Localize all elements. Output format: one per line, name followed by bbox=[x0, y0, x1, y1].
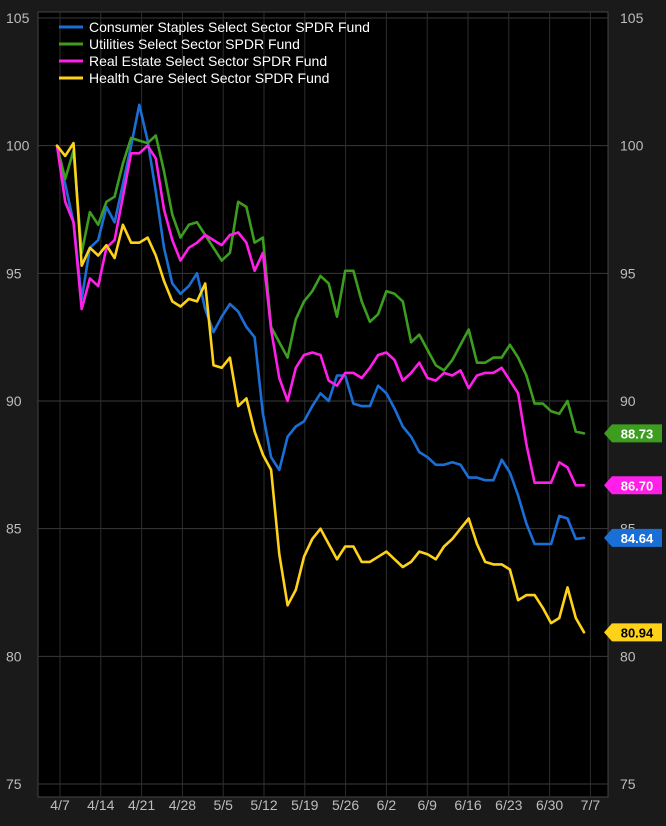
y-tick-label-right: 75 bbox=[620, 776, 636, 792]
last-value-label: 86.70 bbox=[621, 478, 654, 493]
last-value-tag-shape bbox=[604, 623, 662, 642]
x-tick-label: 4/21 bbox=[128, 797, 155, 813]
y-tick-label-left: 80 bbox=[6, 648, 22, 664]
y-tick-label-right: 100 bbox=[620, 138, 644, 154]
last-value-tag-shape bbox=[604, 528, 662, 547]
series-lines bbox=[55, 103, 586, 634]
x-tick-label: 5/12 bbox=[250, 797, 277, 813]
y-tick-label-left: 85 bbox=[6, 521, 22, 537]
series-line-4 bbox=[55, 141, 586, 634]
y-tick-label-left: 75 bbox=[6, 776, 22, 792]
x-tick-label: 4/28 bbox=[169, 797, 196, 813]
x-tick-label: 6/30 bbox=[536, 797, 563, 813]
last-value-tag-shape bbox=[604, 424, 662, 443]
x-tick-label: 7/7 bbox=[581, 797, 601, 813]
last-value-labels: 84.64 88.73 86.70 80.94 bbox=[604, 424, 662, 642]
y-tick-label-right: 80 bbox=[620, 648, 636, 664]
last-value-label: 88.73 bbox=[621, 426, 654, 441]
x-tick-label: 5/5 bbox=[213, 797, 233, 813]
legend: Consumer Staples Select Sector SPDR Fund… bbox=[59, 19, 370, 86]
y-tick-label-left: 90 bbox=[6, 393, 22, 409]
last-value-label: 84.64 bbox=[621, 531, 654, 546]
last-value-tag: 86.70 bbox=[604, 476, 662, 495]
legend-entry: Real Estate Select Sector SPDR Fund bbox=[89, 53, 327, 69]
x-tick-label: 6/2 bbox=[377, 797, 397, 813]
x-tick-label: 6/23 bbox=[495, 797, 522, 813]
series-line-2 bbox=[55, 134, 586, 435]
legend-entry: Utilities Select Sector SPDR Fund bbox=[89, 36, 300, 52]
legend-entry: Consumer Staples Select Sector SPDR Fund bbox=[89, 19, 370, 35]
y-tick-label-left: 105 bbox=[6, 10, 30, 26]
y-tick-label-right: 105 bbox=[620, 10, 644, 26]
last-value-tag: 84.64 bbox=[604, 528, 662, 547]
y-tick-label-right: 90 bbox=[620, 393, 636, 409]
last-value-label: 80.94 bbox=[621, 625, 654, 640]
x-tick-label: 5/19 bbox=[291, 797, 318, 813]
legend-entry: Health Care Select Sector SPDR Fund bbox=[89, 70, 329, 86]
x-axis: 4/7 4/14 4/21 4/28 5/5 5/12 5/19 5/26 6/2 6/9 6/16… bbox=[50, 797, 600, 813]
y-tick-label-right: 95 bbox=[620, 265, 636, 281]
last-value-tag: 80.94 bbox=[604, 623, 662, 642]
last-value-tag-shape bbox=[604, 476, 662, 495]
plot-area bbox=[37, 11, 609, 798]
last-value-tag: 88.73 bbox=[604, 424, 662, 443]
x-tick-label: 6/9 bbox=[417, 797, 437, 813]
series-line-3 bbox=[55, 144, 586, 487]
x-tick-label: 4/7 bbox=[50, 797, 70, 813]
y-tick-label-left: 95 bbox=[6, 265, 22, 281]
series-line-1 bbox=[55, 103, 586, 546]
x-tick-label: 4/14 bbox=[87, 797, 114, 813]
y-tick-label-left: 100 bbox=[6, 138, 30, 154]
x-tick-label: 6/16 bbox=[454, 797, 481, 813]
y-axis-left: 75 80 85 90 95 100 105 bbox=[6, 10, 30, 792]
x-tick-label: 5/26 bbox=[332, 797, 359, 813]
gridlines bbox=[38, 12, 608, 797]
